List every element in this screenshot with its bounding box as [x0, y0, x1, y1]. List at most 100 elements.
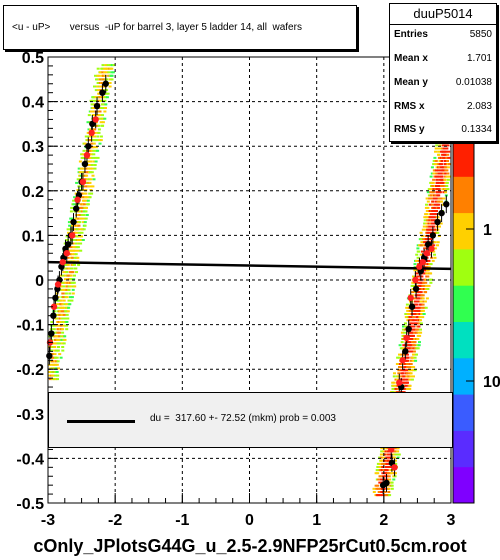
- density-cell: [87, 128, 91, 131]
- density-cell: [79, 210, 83, 213]
- density-cell: [442, 156, 446, 159]
- density-cell: [58, 313, 62, 316]
- density-cell: [105, 78, 109, 81]
- density-cell: [96, 82, 100, 84]
- density-cell: [409, 338, 412, 340]
- density-cell: [410, 378, 414, 381]
- density-cell: [59, 324, 63, 327]
- stats-label: Mean y: [394, 77, 428, 88]
- density-cell: [84, 178, 87, 181]
- density-cell: [440, 163, 443, 166]
- density-cell: [96, 85, 100, 88]
- density-cell: [81, 239, 85, 241]
- density-cell: [57, 338, 61, 341]
- density-cell: [85, 174, 89, 177]
- density-cell: [80, 210, 84, 213]
- density-cell: [414, 359, 418, 362]
- density-cell: [424, 306, 428, 309]
- density-cell: [444, 150, 448, 153]
- black-marker: [99, 89, 106, 96]
- density-cell: [420, 313, 424, 315]
- density-cell: [430, 238, 434, 241]
- density-cell: [444, 163, 448, 166]
- density-cell: [403, 387, 407, 390]
- density-cell: [397, 356, 401, 359]
- density-cell: [427, 266, 431, 269]
- density-cell: [431, 185, 435, 187]
- density-cell: [61, 306, 65, 309]
- density-cell: [106, 67, 109, 70]
- density-cell: [398, 344, 402, 347]
- density-cell: [82, 189, 85, 191]
- black-marker: [102, 80, 109, 87]
- density-cell: [105, 89, 109, 92]
- density-cell: [82, 149, 86, 152]
- density-cell: [435, 191, 439, 194]
- density-cell: [423, 241, 427, 244]
- density-cell: [77, 224, 81, 227]
- density-cell: [87, 178, 91, 181]
- stats-value: 0.1334: [461, 124, 492, 135]
- density-cell: [437, 169, 440, 172]
- density-cell: [68, 281, 72, 284]
- density-cell: [430, 203, 434, 206]
- density-cell: [104, 64, 108, 67]
- density-cell: [376, 487, 380, 490]
- density-cell: [411, 319, 415, 322]
- density-cell: [379, 459, 383, 462]
- density-cell: [410, 356, 414, 359]
- density-cell: [82, 214, 86, 216]
- density-cell: [112, 64, 116, 67]
- density-cell: [444, 141, 448, 144]
- density-cell: [71, 253, 75, 256]
- density-cell: [441, 185, 445, 187]
- density-cell: [425, 284, 428, 287]
- density-cell: [433, 247, 437, 250]
- density-cell: [90, 192, 94, 195]
- density-cell: [405, 344, 409, 347]
- density-cell: [444, 191, 448, 194]
- density-cell: [105, 96, 109, 99]
- density-cell: [427, 284, 431, 287]
- density-cell: [436, 181, 440, 184]
- density-cell: [58, 321, 62, 323]
- density-cell: [91, 174, 95, 177]
- density-cell: [72, 203, 76, 206]
- density-cell: [56, 378, 59, 381]
- density-cell: [94, 99, 98, 102]
- red-marker: [416, 263, 423, 270]
- density-cell: [90, 103, 94, 106]
- density-cell: [70, 246, 73, 249]
- black-marker: [50, 312, 57, 319]
- density-cell: [80, 192, 84, 195]
- density-cell: [442, 172, 446, 175]
- density-cell: [418, 316, 422, 319]
- density-cell: [416, 344, 420, 347]
- density-cell: [413, 341, 417, 344]
- density-cell: [61, 331, 65, 334]
- density-cell: [69, 274, 73, 277]
- colorbar-step: [453, 394, 474, 431]
- density-cell: [98, 71, 102, 74]
- density-cell: [68, 303, 72, 306]
- density-cell: [74, 253, 78, 256]
- density-cell: [391, 387, 395, 390]
- density-cell: [66, 310, 70, 313]
- density-cell: [416, 313, 420, 315]
- density-cell: [62, 313, 66, 316]
- density-cell: [432, 160, 436, 162]
- density-cell: [406, 356, 410, 359]
- density-cell: [413, 319, 417, 322]
- density-cell: [380, 494, 384, 497]
- density-cell: [99, 121, 103, 124]
- density-cell: [90, 142, 94, 145]
- density-cell: [407, 313, 411, 315]
- density-cell: [410, 369, 413, 372]
- x-tick-label: -2: [108, 512, 122, 529]
- density-cell: [409, 359, 413, 362]
- density-cell: [89, 128, 93, 131]
- density-cell: [432, 172, 436, 175]
- density-cell: [421, 303, 425, 306]
- stats-histogram-name: duuP5014: [390, 4, 496, 25]
- density-cell: [82, 196, 86, 199]
